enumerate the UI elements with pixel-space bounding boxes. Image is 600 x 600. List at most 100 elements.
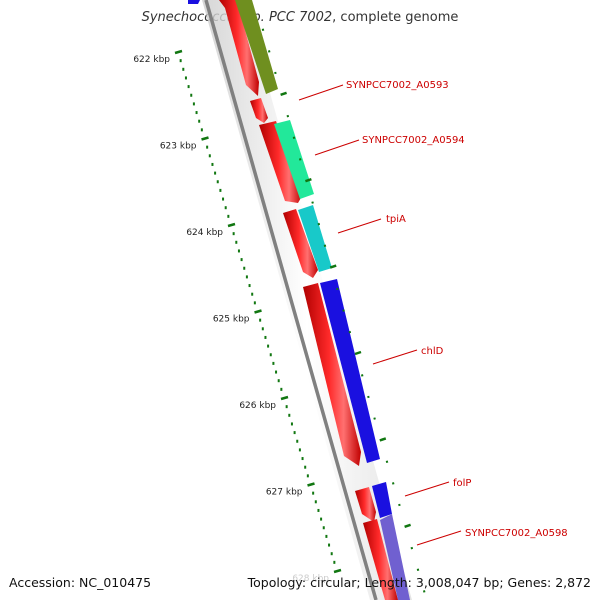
minor-tick (325, 534, 328, 538)
minor-tick (243, 266, 246, 270)
genome-stats-text: Topology: circular; Length: 3,008,047 bp… (247, 575, 591, 590)
minor-tick (298, 448, 301, 452)
outer-tick (323, 244, 327, 247)
minor-tick (306, 474, 309, 478)
label-leader (298, 84, 344, 101)
minor-tick (216, 180, 219, 184)
minor-tick (264, 335, 267, 339)
gene-arrow (320, 279, 380, 463)
outer-tick (360, 374, 364, 377)
minor-tick (195, 111, 198, 115)
minor-tick (248, 284, 251, 288)
gene-labels: SYNPCC7002_A0593 SYNPCC7002_A0594 tpiA c… (298, 80, 568, 546)
gene-arrow (380, 514, 410, 600)
outer-tick (373, 417, 376, 420)
minor-tick (253, 301, 256, 305)
outer-track-marks (261, 28, 426, 593)
minor-tick (198, 119, 201, 123)
scale-ruler: 622 kbp 623 kbp 624 kbp 625 kbp 626 kbp 627 k… (133, 49, 342, 584)
outer-tick (398, 503, 401, 507)
outer-tick (410, 546, 414, 550)
gene-label-folp: folP (453, 478, 471, 489)
outer-tick (311, 201, 314, 204)
minor-tick (190, 93, 193, 97)
cds-arrow (250, 98, 268, 123)
gene-label-chld: chlD (421, 346, 444, 357)
outer-tick (280, 91, 287, 96)
cds-arrow (363, 519, 398, 600)
major-tick (201, 136, 209, 141)
minor-tick (261, 327, 264, 331)
gene-arrow (298, 205, 332, 272)
major-tick (227, 222, 236, 228)
minor-tick (312, 491, 315, 495)
cds-arrow (259, 121, 302, 203)
scale-tick-label: 625 kbp (213, 315, 250, 325)
outer-tick (286, 114, 290, 118)
outer-tick (305, 178, 312, 183)
major-tick (174, 49, 183, 55)
gene-arrow (372, 482, 392, 518)
outer-tick (292, 136, 296, 139)
outer-tick (298, 158, 302, 161)
outer-tick (317, 222, 321, 226)
label-leader (314, 139, 360, 156)
cds-arrow (303, 283, 361, 466)
outer-tick (267, 50, 271, 53)
outer-tick (422, 590, 426, 593)
major-tick (254, 309, 262, 314)
outer-tick (367, 395, 370, 399)
minor-tick (317, 508, 320, 512)
gene-label-a0594: SYNPCC7002_A0594 (362, 135, 465, 146)
minor-tick (259, 318, 262, 322)
reverse-strand-cds (219, 0, 398, 600)
cds-arrow (219, 0, 259, 96)
outer-tick (274, 71, 277, 75)
minor-tick (211, 162, 214, 166)
gene-arrow (235, 0, 278, 94)
minor-tick (192, 102, 195, 106)
minor-tick (184, 76, 187, 80)
minor-tick (179, 59, 182, 63)
minor-tick (227, 214, 230, 218)
minor-tick (219, 188, 222, 192)
gene-label-tpia: tpiA (386, 214, 406, 225)
outer-tick (261, 28, 265, 31)
minor-tick (240, 258, 243, 262)
minor-tick (320, 517, 323, 521)
minor-tick (251, 292, 254, 296)
outer-tick (385, 460, 389, 463)
outer-tick (379, 437, 387, 442)
scale-tick-label: 623 kbp (160, 142, 197, 152)
outer-tick (416, 568, 420, 571)
scale-tick-label: 624 kbp (186, 228, 223, 238)
accession-text: Accession: NC_010475 (9, 575, 152, 590)
major-tick (333, 568, 342, 574)
cds-arrow (283, 209, 318, 278)
outer-tick (391, 482, 395, 485)
cds-arrow (355, 487, 376, 522)
minor-tick (267, 344, 270, 348)
outer-tick (404, 523, 411, 528)
minor-tick (296, 439, 299, 443)
outer-tick (348, 330, 352, 334)
minor-tick (301, 457, 304, 461)
label-leader (337, 218, 382, 234)
minor-tick (328, 543, 331, 547)
gene-label-a0593: SYNPCC7002_A0593 (346, 80, 449, 91)
minor-tick (314, 500, 317, 504)
minor-tick (304, 465, 307, 469)
minor-tick (214, 171, 217, 175)
minor-tick (272, 361, 275, 365)
scale-tick-label: 627 kbp (266, 488, 303, 498)
minor-tick (235, 240, 238, 244)
outer-tick (336, 287, 339, 291)
scale-tick-label: 622 kbp (133, 55, 170, 65)
minor-tick (280, 387, 283, 391)
scale-tick-label: 626 kbp (239, 401, 276, 411)
minor-tick (277, 379, 280, 383)
major-tick (307, 482, 315, 487)
gene-label-a0598: SYNPCC7002_A0598 (465, 528, 568, 539)
minor-tick (333, 560, 336, 564)
